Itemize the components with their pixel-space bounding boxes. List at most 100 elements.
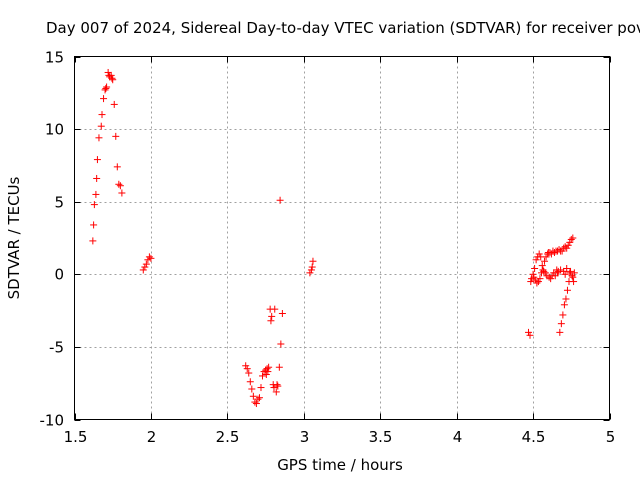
data-point [558, 247, 566, 255]
y-tick-label: 10 [45, 121, 64, 139]
y-tick-label: 0 [54, 266, 64, 284]
data-point [308, 263, 316, 271]
y-tick-labels: -10 -5 0 5 10 15 [40, 49, 65, 430]
data-point [109, 76, 117, 84]
data-point [533, 279, 541, 287]
data-point [540, 267, 548, 275]
data-points [89, 68, 578, 408]
x-tick-label: 2 [147, 428, 157, 446]
grid [74, 56, 610, 420]
data-point [92, 190, 100, 198]
y-tick-label: 5 [54, 194, 64, 212]
x-tick-label: 1.5 [64, 428, 88, 446]
y-tick-label: -10 [40, 412, 65, 430]
data-point [98, 111, 106, 119]
data-point [562, 295, 570, 303]
data-point [536, 275, 544, 283]
data-point [100, 95, 108, 103]
data-point [262, 370, 270, 378]
y-tick-label: 15 [45, 49, 64, 67]
x-tick-label: 5 [606, 428, 616, 446]
data-point [268, 312, 276, 320]
axis-ticks [74, 56, 611, 421]
data-point [271, 305, 279, 313]
data-point [97, 122, 105, 130]
data-point [252, 400, 260, 408]
data-point [570, 278, 578, 286]
data-point [569, 273, 577, 281]
data-point [564, 241, 572, 249]
data-point [567, 235, 575, 243]
data-point [263, 365, 271, 373]
data-point [561, 270, 569, 278]
data-point [93, 156, 101, 164]
data-point [530, 273, 538, 281]
x-tick-labels: 1.5 2 2.5 3 3.5 4 4.5 5 [64, 428, 616, 446]
data-point [245, 369, 253, 377]
data-point [557, 320, 565, 328]
data-point [90, 221, 98, 229]
data-point [108, 74, 116, 82]
data-point [257, 384, 265, 392]
data-point [242, 362, 250, 370]
data-point [559, 311, 567, 319]
data-point [547, 275, 555, 283]
data-point [545, 273, 553, 281]
data-point [115, 180, 123, 188]
data-point [531, 276, 539, 284]
data-point [272, 388, 280, 396]
x-tick-label: 3 [300, 428, 310, 446]
data-point [550, 249, 558, 257]
data-point [569, 234, 577, 242]
x-tick-label: 3.5 [369, 428, 393, 446]
data-point [243, 365, 251, 373]
data-point [259, 372, 267, 380]
data-point [542, 253, 550, 261]
data-point [118, 189, 126, 197]
data-point [144, 256, 152, 264]
data-point [102, 84, 110, 92]
data-point [563, 244, 571, 252]
y-axis-title: SDTVAR / TECUs [5, 176, 23, 299]
data-point [101, 86, 109, 94]
data-point [273, 381, 281, 389]
data-point [93, 174, 101, 182]
data-point [254, 395, 262, 403]
data-point [145, 253, 153, 261]
data-point [566, 238, 574, 246]
data-point [526, 331, 534, 339]
data-point [307, 266, 315, 274]
data-point [90, 201, 98, 209]
data-point [524, 328, 532, 336]
data-point [89, 237, 97, 245]
plot-frame [74, 56, 610, 420]
data-point [265, 363, 273, 371]
data-point [541, 269, 549, 277]
data-point [116, 182, 124, 190]
y-tick-label: -5 [49, 339, 64, 357]
data-point [561, 243, 569, 251]
data-point [246, 378, 254, 386]
x-tick-label: 2.5 [216, 428, 240, 446]
data-point [534, 278, 542, 286]
data-point [249, 392, 257, 400]
data-point [538, 262, 546, 270]
data-point [566, 269, 574, 277]
data-point [147, 254, 155, 262]
x-axis-title: GPS time / hours [277, 456, 403, 474]
data-point [567, 267, 575, 275]
data-point [309, 257, 317, 265]
data-point [554, 269, 562, 277]
data-point [112, 132, 120, 140]
data-point [563, 264, 571, 272]
data-point [113, 163, 121, 171]
data-point [306, 269, 314, 277]
data-point [139, 266, 147, 274]
data-point [555, 246, 563, 254]
data-point [270, 384, 278, 392]
data-point [560, 267, 568, 275]
data-point [541, 257, 549, 265]
data-point [251, 398, 259, 406]
data-point [531, 264, 539, 272]
